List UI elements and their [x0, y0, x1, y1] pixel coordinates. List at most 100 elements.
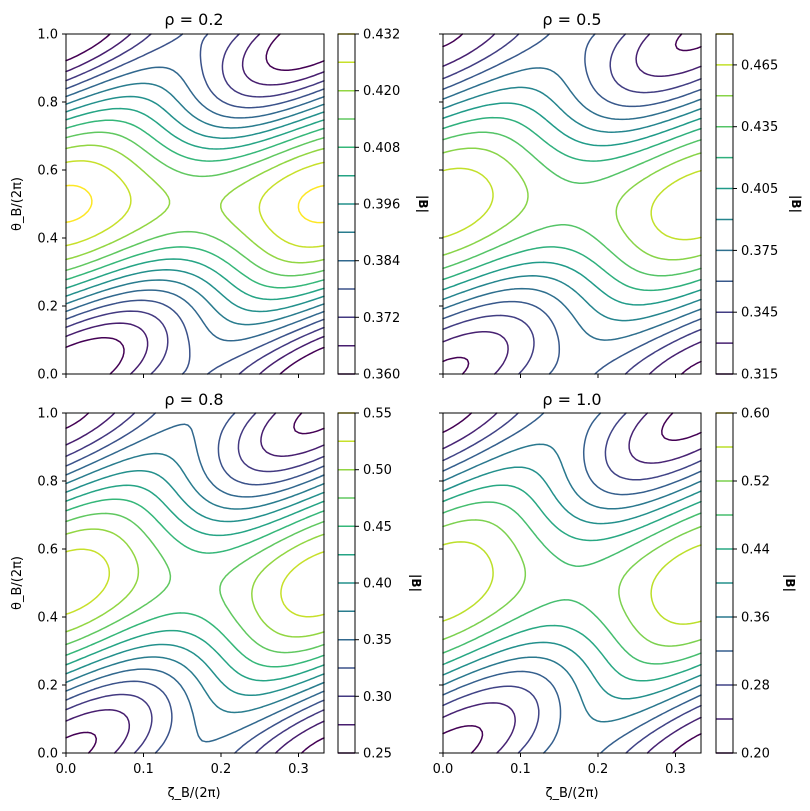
y-axis	[439, 412, 443, 754]
contour-line	[442, 443, 702, 723]
colorbar-tick-label: 0.40	[363, 577, 392, 592]
colorbar: 0.360 0.372 0.384 0.396 0.408 0.420 0.43…	[337, 28, 430, 383]
contour-line	[65, 548, 325, 618]
colorbar-ticks: 0.315 0.345 0.375 0.405 0.435 0.465	[733, 58, 778, 383]
y-tick-label: 1.0	[37, 407, 58, 422]
colorbar-tick-label: 0.345	[741, 306, 778, 321]
contour-lines	[65, 33, 325, 375]
plot-frame	[442, 412, 702, 754]
panel-rho-0-5: ρ = 0.5 0.315 0.345 0.3	[439, 10, 803, 383]
colorbar-tick-label: 0.55	[363, 407, 392, 422]
contour-line	[65, 95, 325, 313]
colorbar-label: |B|	[789, 195, 803, 213]
y-tick-label: 0.8	[37, 96, 58, 111]
panel-title: ρ = 0.2	[164, 10, 223, 29]
y-tick-label: 1.0	[37, 28, 58, 43]
colorbar-tick-label: 0.35	[363, 633, 392, 648]
colorbar-tick-label: 0.36	[741, 611, 770, 626]
colorbar-tick-label: 0.30	[363, 690, 392, 705]
x-axis	[442, 374, 676, 378]
contour-line	[65, 33, 325, 375]
x-tick-label: 0.1	[133, 762, 154, 777]
colorbar-ticks: 0.360 0.372 0.384 0.396 0.408 0.420 0.43…	[355, 28, 400, 383]
panel-rho-0-8: ρ = 0.8 0.0 0.1 0.2 0.3 ζ_B/(2π) 0.0 0.2…	[10, 390, 423, 801]
contour-line	[442, 519, 702, 647]
colorbar-tick-label: 0.405	[741, 182, 778, 197]
contour-line	[442, 102, 702, 306]
colorbar-tick-label: 0.465	[741, 58, 778, 73]
plot-frame	[65, 33, 325, 375]
contour-line	[65, 33, 325, 375]
contour-line	[442, 116, 702, 292]
plot-frame	[442, 33, 702, 375]
colorbar: 0.20 0.28 0.36 0.44 0.52 0.60 |B|	[715, 407, 797, 762]
y-tick-label: 0.2	[37, 300, 58, 315]
x-tick-label: 0.2	[211, 762, 232, 777]
x-tick-label: 0.3	[665, 762, 686, 777]
y-axis: 0.0 0.2 0.4 0.6 0.8 1.0	[37, 407, 66, 762]
x-axis-label: ζ_B/(2π)	[545, 786, 598, 801]
contour-line	[442, 541, 702, 625]
colorbar-label: |B|	[409, 574, 423, 592]
contour-line	[65, 412, 325, 754]
contour-line	[65, 33, 325, 375]
contour-lines	[442, 33, 702, 375]
colorbar-tick-label: 0.52	[741, 475, 770, 490]
plot-frame	[65, 412, 325, 754]
contour-line	[442, 67, 702, 341]
colorbar-tick-label: 0.28	[741, 679, 770, 694]
contour-line	[65, 412, 325, 754]
x-tick-label: 0.3	[288, 762, 309, 777]
contour-line	[442, 466, 702, 700]
colorbar-label: |B|	[416, 195, 430, 213]
contour-line	[442, 147, 702, 261]
contour-line	[442, 33, 702, 375]
colorbar-frame	[715, 412, 734, 754]
contour-line	[65, 66, 325, 342]
panel-title: ρ = 0.5	[542, 10, 601, 29]
y-axis: 0.0 0.2 0.4 0.6 0.8 1.0	[37, 28, 66, 383]
contour-line	[65, 144, 325, 264]
contour-line	[65, 82, 325, 326]
contour-line	[442, 33, 702, 375]
colorbar-tick-label: 0.420	[363, 84, 400, 99]
x-tick-label: 0.0	[433, 762, 454, 777]
x-tick-label: 0.0	[56, 762, 77, 777]
contour-lines	[442, 412, 702, 754]
x-axis: 0.0 0.1 0.2 0.3	[56, 753, 309, 777]
contour-line	[65, 469, 325, 697]
contour-line	[65, 131, 325, 277]
colorbar-tick-label: 0.375	[741, 244, 778, 259]
contour-line	[442, 412, 702, 754]
contour-lines	[65, 412, 325, 754]
colorbar-frame	[715, 33, 734, 375]
colorbar-tick-label: 0.50	[363, 463, 392, 478]
contour-line	[442, 33, 702, 375]
contour-line	[65, 160, 325, 248]
colorbar-tick-label: 0.432	[363, 28, 400, 43]
contour-line	[65, 452, 325, 714]
colorbar-tick-label: 0.45	[363, 520, 392, 535]
y-tick-label: 0.4	[37, 232, 58, 247]
x-axis-label: ζ_B/(2π)	[167, 786, 220, 801]
colorbar-tick-label: 0.20	[741, 747, 770, 762]
x-tick-label: 0.1	[510, 762, 531, 777]
colorbar-label: |B|	[783, 574, 797, 592]
y-tick-label: 0.0	[37, 747, 58, 762]
contour-line	[65, 528, 325, 638]
colorbar-tick-label: 0.372	[363, 311, 400, 326]
y-tick-label: 0.6	[37, 164, 58, 179]
colorbar-tick-label: 0.25	[363, 747, 392, 762]
contour-line	[65, 498, 325, 668]
x-axis: 0.0 0.1 0.2 0.3	[433, 753, 686, 777]
colorbar-tick-label: 0.435	[741, 120, 778, 135]
colorbar-tick-label: 0.408	[363, 141, 400, 156]
contour-line	[442, 167, 702, 241]
y-tick-label: 0.0	[37, 368, 58, 383]
contour-line	[65, 423, 325, 743]
y-tick-label: 0.4	[37, 611, 58, 626]
colorbar-tick-label: 0.384	[363, 254, 400, 269]
panel-title: ρ = 0.8	[164, 390, 223, 409]
colorbar-tick-label: 0.360	[363, 368, 400, 383]
